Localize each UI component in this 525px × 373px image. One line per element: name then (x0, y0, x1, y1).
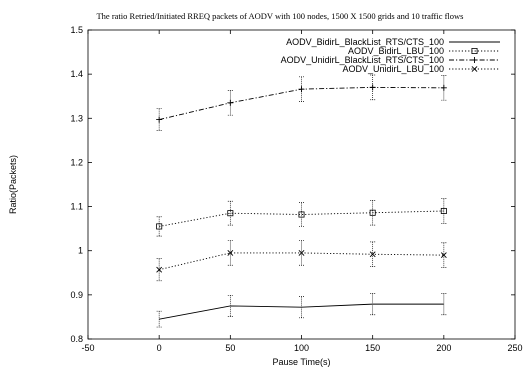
y-axis-label: Ratio(Packets) (8, 155, 18, 214)
legend-label: AODV_BidirL_LBU_100 (348, 46, 444, 56)
legend-label: AODV_BidirL_BlackList_RTS/CTS_100 (286, 37, 444, 47)
x-tick-label: 0 (157, 343, 162, 353)
data-point (227, 210, 234, 217)
x-axis-label: Pause Time(s) (272, 357, 330, 367)
series-layer (156, 74, 447, 328)
y-tick-label: 1.5 (70, 25, 83, 35)
series-group (156, 293, 447, 328)
data-point (156, 266, 163, 273)
series-line (159, 86, 444, 121)
data-point (471, 57, 478, 63)
error-bar (156, 216, 162, 237)
series-group (156, 240, 447, 282)
x-tick-label: 200 (436, 343, 451, 353)
data-point (369, 84, 376, 91)
error-bar (227, 200, 233, 226)
error-bar (156, 258, 162, 282)
legend-label: AODV_UnidirL_BlackList_RTS/CTS_100 (281, 55, 444, 65)
data-point (440, 207, 447, 214)
plot-frame (87, 29, 516, 340)
data-point (369, 251, 376, 258)
y-tick-label: 1.4 (70, 69, 83, 79)
error-bar (299, 296, 304, 319)
error-bar (441, 293, 447, 316)
legend-label: AODV_UnidirL_LBU_100 (342, 64, 444, 74)
x-tick-label: 100 (294, 343, 309, 353)
data-point (156, 116, 163, 123)
data-point (440, 252, 447, 259)
data-point (471, 48, 478, 55)
data-point (298, 86, 305, 93)
y-tick-label: 1.1 (70, 202, 83, 212)
y-tick-label: 1.3 (70, 113, 83, 123)
x-tick-label: -50 (81, 343, 94, 353)
data-point (440, 84, 447, 91)
legend: AODV_BidirL_BlackList_RTS/CTS_100AODV_Bi… (281, 37, 500, 74)
error-bar (156, 310, 162, 328)
data-point (369, 209, 376, 216)
x-tick-label: 150 (365, 343, 380, 353)
error-bar (227, 294, 233, 317)
y-tick-label: 1 (78, 246, 83, 256)
data-point (298, 211, 305, 218)
series-group (156, 74, 447, 131)
x-tick-label: 250 (507, 343, 522, 353)
series-group (156, 198, 447, 237)
error-bar (441, 198, 447, 224)
data-point (471, 66, 478, 72)
y-tick-label: 0.9 (70, 290, 83, 300)
x-tick-label: 50 (225, 343, 235, 353)
y-tick-label: 0.8 (70, 334, 83, 344)
error-bar (370, 200, 376, 226)
data-point (298, 250, 305, 256)
series-line (159, 210, 444, 227)
y-tick-label: 1.2 (70, 157, 83, 167)
axis-ticks: -50 0 50 100 150 200 250 0.8 0.9 1 1.1 1.2 1.3 1.4 1.5 (70, 25, 522, 353)
chart-title: The ratio Retried/Initiated RREQ packets… (96, 11, 463, 21)
error-bar (299, 202, 304, 227)
error-bar (370, 293, 376, 316)
data-point (227, 99, 234, 106)
error-bar (156, 108, 162, 131)
data-point (227, 250, 234, 256)
data-point (156, 223, 163, 230)
